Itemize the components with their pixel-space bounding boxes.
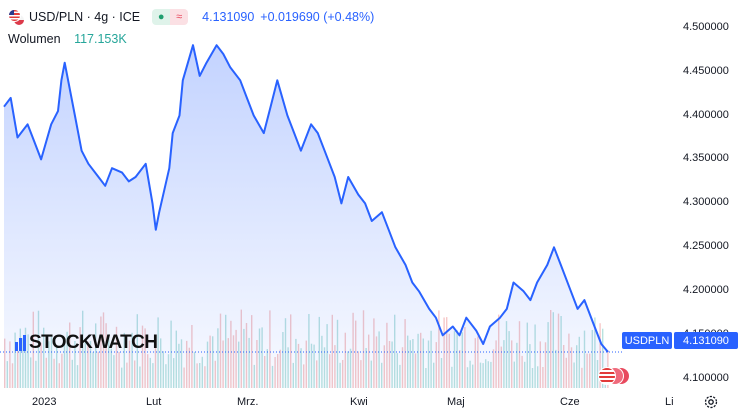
x-tick-label: Lut bbox=[146, 396, 162, 408]
x-tick-label: Cze bbox=[560, 396, 580, 408]
usd-pln-flag-icon bbox=[8, 9, 25, 26]
logo-text: STOCKWATCH bbox=[29, 332, 158, 353]
dot-icon: ● bbox=[152, 9, 171, 25]
price-change: +0.019690 (+0.48%) bbox=[260, 10, 375, 24]
y-tick-label: 4.200000 bbox=[683, 284, 729, 297]
y-tick-label: 4.100000 bbox=[683, 372, 729, 385]
x-tick-label: Kwi bbox=[350, 396, 368, 408]
volume-legend: Wolumen 117.153K bbox=[8, 32, 127, 46]
price-line bbox=[3, 44, 609, 353]
approx-icon: ≈ bbox=[170, 9, 189, 25]
symbol-title: USD/PLN · 4g · ICE bbox=[29, 10, 141, 24]
volume-label: Wolumen bbox=[8, 32, 61, 46]
y-tick-label: 4.350000 bbox=[683, 152, 729, 165]
market-status-pill[interactable]: ● ≈ bbox=[152, 9, 189, 25]
price-tag-symbol: USDPLN bbox=[622, 332, 672, 349]
price-tag-value: 4.131090 bbox=[674, 332, 738, 349]
settings-gear-icon[interactable] bbox=[703, 394, 719, 410]
event-flags-icon[interactable] bbox=[598, 367, 638, 385]
x-tick-label: Maj bbox=[447, 396, 465, 408]
logo-bars-icon bbox=[15, 335, 27, 351]
x-tick-label: Li bbox=[665, 396, 674, 408]
x-tick-label: 2023 bbox=[32, 396, 57, 408]
price-area bbox=[4, 45, 608, 388]
y-tick-label: 4.250000 bbox=[683, 240, 729, 253]
y-tick-label: 4.500000 bbox=[683, 20, 729, 33]
symbol-header: USD/PLN · 4g · ICE ● ≈ 4.131090 +0.01969… bbox=[8, 6, 374, 28]
y-tick-label: 4.450000 bbox=[683, 64, 729, 77]
volume-value: 117.153K bbox=[74, 32, 127, 46]
x-tick-label: Mrz. bbox=[237, 396, 259, 408]
last-price: 4.131090 bbox=[202, 10, 255, 24]
stockwatch-logo: STOCKWATCH bbox=[15, 331, 158, 355]
y-tick-label: 4.400000 bbox=[683, 108, 729, 121]
y-tick-label: 4.300000 bbox=[683, 196, 729, 209]
